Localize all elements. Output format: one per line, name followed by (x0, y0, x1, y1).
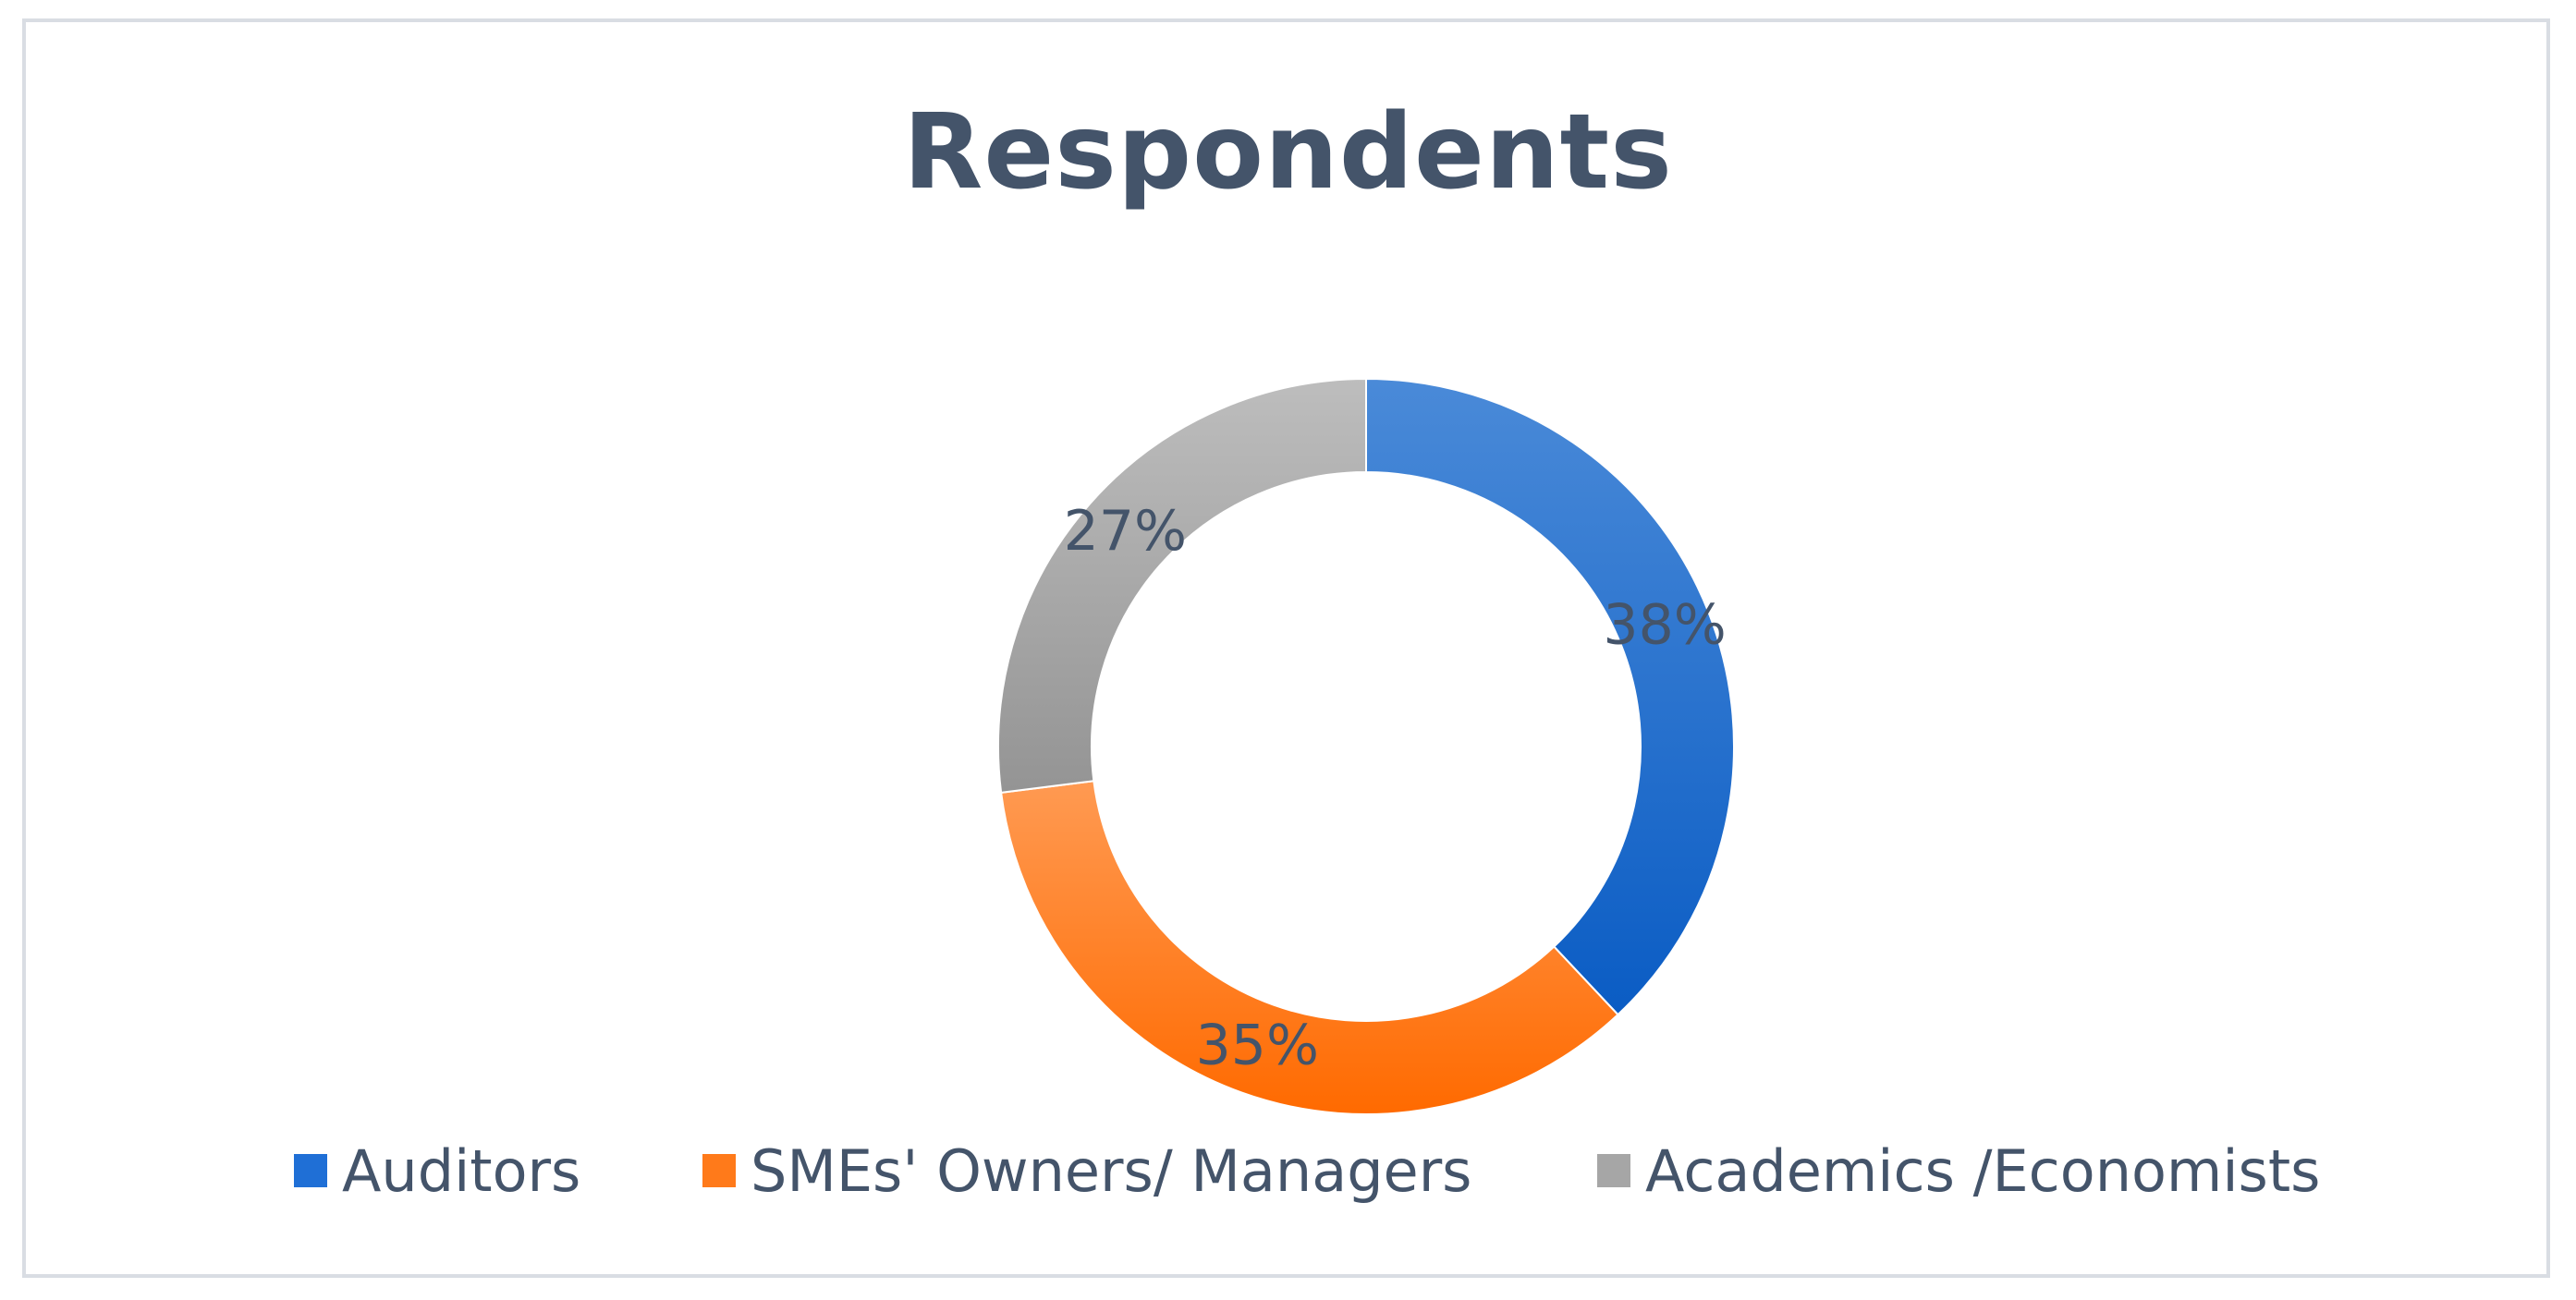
legend-item-smes-owners-managers: SMEs' Owners/ Managers (702, 1129, 1471, 1212)
data-label-smes-owners-managers: 35% (1196, 1014, 1319, 1078)
legend-item-auditors: Auditors (294, 1129, 580, 1212)
donut-slice-academics-economists (997, 377, 1367, 795)
donut-slice-auditors (1365, 377, 1735, 1016)
legend-swatch (1597, 1154, 1630, 1187)
data-label-auditors: 38% (1603, 593, 1726, 658)
chart-title: Respondents (903, 92, 1673, 213)
legend-label: Auditors (342, 1136, 581, 1205)
donut-slice-smes-owners-managers (1000, 780, 1619, 1115)
legend-item-academics-economists: Academics /Economists (1597, 1129, 2320, 1212)
legend-swatch (294, 1154, 327, 1187)
legend-label: SMEs' Owners/ Managers (751, 1136, 1472, 1205)
data-label-academics-economists: 27% (1064, 499, 1187, 564)
legend: Auditors SMEs' Owners/ Managers Academics … (0, 1129, 2576, 1212)
legend-swatch (702, 1154, 736, 1187)
legend-label: Academics /Economists (1645, 1136, 2321, 1205)
